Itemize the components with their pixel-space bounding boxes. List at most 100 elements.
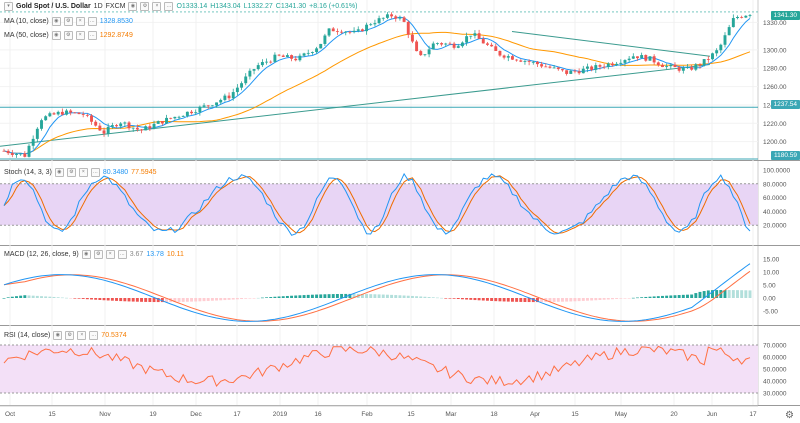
macd-histogram-bar — [473, 298, 477, 301]
price-tick-label: 1200.00 — [763, 139, 787, 146]
eye-icon[interactable]: ◉ — [128, 2, 138, 11]
macd-histogram-bar — [127, 298, 131, 302]
ma10-more-icon[interactable]: … — [87, 17, 97, 26]
ma50-close-icon[interactable]: × — [75, 31, 85, 40]
candle-body — [440, 43, 444, 45]
ma50-eye-icon[interactable]: ◉ — [51, 31, 61, 40]
macd-histogram-bar — [727, 290, 731, 298]
rsi-more-icon[interactable]: … — [89, 331, 99, 340]
macd-histogram-bar — [73, 298, 77, 299]
time-tick-label: 19 — [149, 411, 157, 418]
ma10-eye-icon[interactable]: ◉ — [51, 17, 61, 26]
candle-body — [490, 44, 494, 47]
candle-body — [648, 56, 652, 61]
stoch-close-icon[interactable]: × — [78, 168, 88, 177]
candle-body — [127, 122, 131, 129]
candle-body — [506, 56, 510, 58]
macd-more-icon[interactable]: … — [117, 250, 127, 259]
candle-body — [52, 113, 56, 115]
stoch-eye-icon[interactable]: ◉ — [54, 168, 64, 177]
symbol-title[interactable]: Gold Spot / U.S. Dollar — [16, 3, 91, 10]
macd-histogram-bar — [427, 297, 431, 298]
macd-histogram-bar — [736, 290, 739, 298]
stoch-more-icon[interactable]: … — [90, 168, 100, 177]
stoch-label[interactable]: Stoch (14, 3, 3) — [4, 169, 52, 176]
candle-body — [244, 76, 248, 84]
macd-label[interactable]: MACD (12, 26, close, 9) — [4, 251, 79, 258]
candle-body — [656, 62, 660, 65]
macd-eye-icon[interactable]: ◉ — [81, 250, 91, 259]
stoch-settings-icon[interactable]: ⚙ — [66, 168, 76, 177]
candle-body — [481, 38, 485, 44]
ma50-more-icon[interactable]: … — [87, 31, 97, 40]
macd-histogram-bar — [515, 298, 519, 302]
time-tick-label: 18 — [490, 411, 498, 418]
macd-histogram-bar — [369, 294, 373, 298]
candle-body — [123, 122, 127, 124]
close-icon[interactable]: × — [152, 2, 162, 11]
candle-body — [169, 117, 173, 119]
candle-body — [360, 29, 364, 32]
macd-histogram-bar — [560, 298, 564, 302]
macd-histogram-bar — [135, 298, 139, 302]
candle-body — [598, 65, 602, 67]
ma10-close-icon[interactable]: × — [75, 17, 85, 26]
rsi-legend: RSI (14, close) ◉ ⚙ × … 70.5374 — [4, 331, 127, 340]
macd-histogram-bar — [110, 298, 114, 301]
rsi-settings-icon[interactable]: ⚙ — [65, 331, 75, 340]
ma10-label[interactable]: MA (10, close) — [4, 18, 49, 25]
candle-body — [740, 16, 744, 18]
rsi-band — [0, 345, 758, 393]
candle-body — [394, 16, 398, 19]
macd-histogram-bar — [194, 298, 198, 302]
macd-histogram-bar — [310, 294, 314, 298]
candle-body — [631, 56, 635, 59]
macd-value: 13.78 — [146, 251, 164, 258]
ma50-label[interactable]: MA (50, close) — [4, 32, 49, 39]
macd-histogram-bar — [302, 295, 306, 298]
price-tick-label: 1220.00 — [763, 121, 787, 128]
more-icon[interactable]: … — [164, 2, 174, 11]
candle-body — [2, 150, 6, 152]
macd-histogram-bar — [731, 290, 735, 298]
candle-body — [298, 55, 302, 61]
rsi-label[interactable]: RSI (14, close) — [4, 332, 51, 339]
hline-price-tag-1[interactable]: 1237.54 — [770, 100, 800, 109]
candle-body — [40, 120, 43, 129]
candle-body — [294, 58, 298, 61]
settings-icon[interactable]: ⚙ — [140, 2, 150, 11]
hline-price-tag-2[interactable]: 1180.59 — [770, 151, 800, 160]
macd-histogram-bar — [444, 298, 448, 299]
macd-tick-label: 15.00 — [763, 257, 780, 264]
stoch-tick-label: 40.0000 — [763, 209, 787, 216]
macd-histogram-bar — [694, 293, 698, 298]
macd-settings-icon[interactable]: ⚙ — [93, 250, 103, 259]
macd-close-icon[interactable]: × — [105, 250, 115, 259]
time-tick-label: Jun — [707, 411, 718, 418]
rsi-tick-label: 50.0000 — [763, 367, 787, 374]
macd-histogram-bar — [298, 295, 302, 298]
ma50-settings-icon[interactable]: ⚙ — [63, 31, 73, 40]
rsi-close-icon[interactable]: × — [77, 331, 87, 340]
candle-body — [323, 35, 327, 44]
macd-histogram-bar — [527, 298, 531, 303]
macd-histogram-bar — [144, 298, 148, 302]
candle-body — [661, 64, 664, 68]
macd-histogram-bar — [394, 295, 398, 298]
candle-body — [410, 34, 414, 42]
macd-histogram-bar — [706, 290, 710, 298]
macd-histogram-bar — [715, 290, 719, 298]
macd-histogram-bar — [177, 298, 181, 302]
candle-body — [381, 17, 385, 19]
candle-body — [636, 56, 639, 59]
candle-body — [177, 116, 181, 118]
macd-tick-label: -5.00 — [763, 309, 778, 316]
candle-body — [669, 64, 673, 67]
macd-histogram-bar — [290, 295, 294, 298]
rsi-eye-icon[interactable]: ◉ — [53, 331, 63, 340]
chart-settings-icon[interactable]: ⚙ — [785, 410, 794, 421]
ma10-settings-icon[interactable]: ⚙ — [63, 17, 73, 26]
collapse-icon[interactable]: ▾ — [4, 2, 13, 11]
macd-histogram-bar — [485, 298, 489, 301]
